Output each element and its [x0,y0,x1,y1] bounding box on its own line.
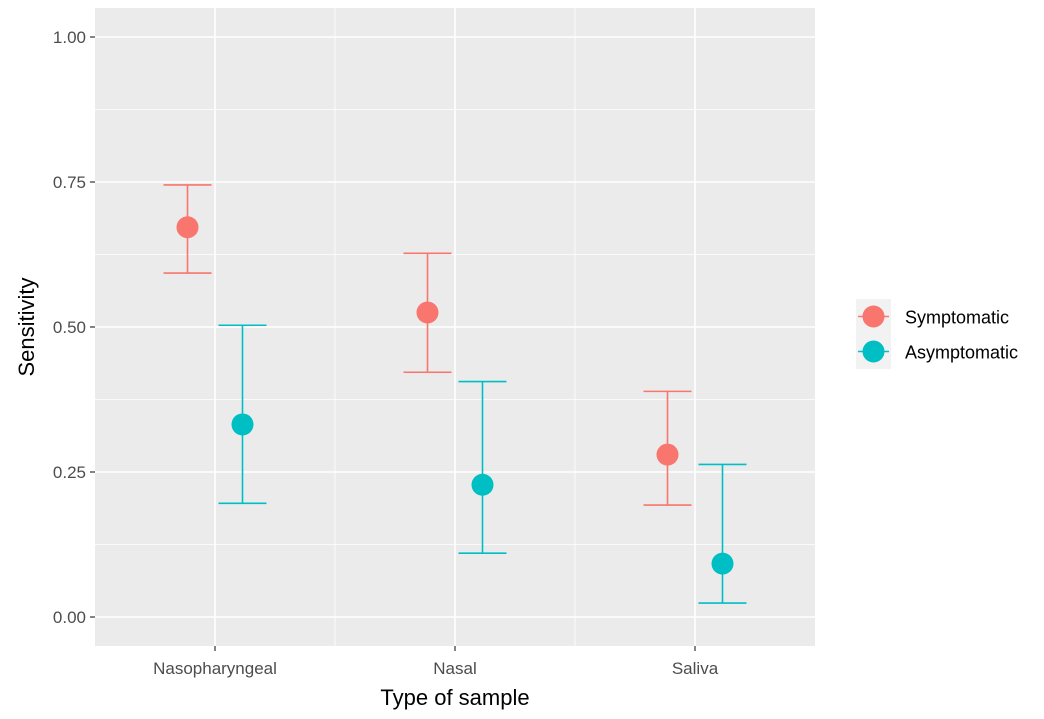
y-tick-label: 0.25 [53,463,86,482]
legend-key-point [862,305,885,328]
y-tick-label: 0.00 [53,608,86,627]
legend-label: Symptomatic [905,308,1009,328]
y-axis-title: Sensitivity [14,277,39,376]
legend-label: Asymptomatic [905,343,1018,363]
y-tick-label: 0.75 [53,173,86,192]
x-axis-title: Type of sample [380,685,529,710]
data-point [471,473,494,496]
data-point [711,552,734,575]
x-tick-label: Nasal [433,659,476,678]
x-axis: Nasopharyngeal Nasal Saliva [153,646,719,678]
y-tick-label: 1.00 [53,28,86,47]
y-tick-label: 0.50 [53,318,86,337]
x-tick-label: Nasopharyngeal [153,659,277,678]
data-point [416,301,439,324]
grid-major [95,8,815,646]
data-marks [163,184,747,604]
x-tick-label: Saliva [672,659,719,678]
data-point [176,216,199,239]
legend: Symptomatic Asymptomatic [856,299,1018,369]
legend-key-point [862,340,885,363]
data-point [656,443,679,466]
data-point [231,413,254,436]
y-axis: 0.00 0.25 0.50 0.75 1.00 [53,28,95,627]
